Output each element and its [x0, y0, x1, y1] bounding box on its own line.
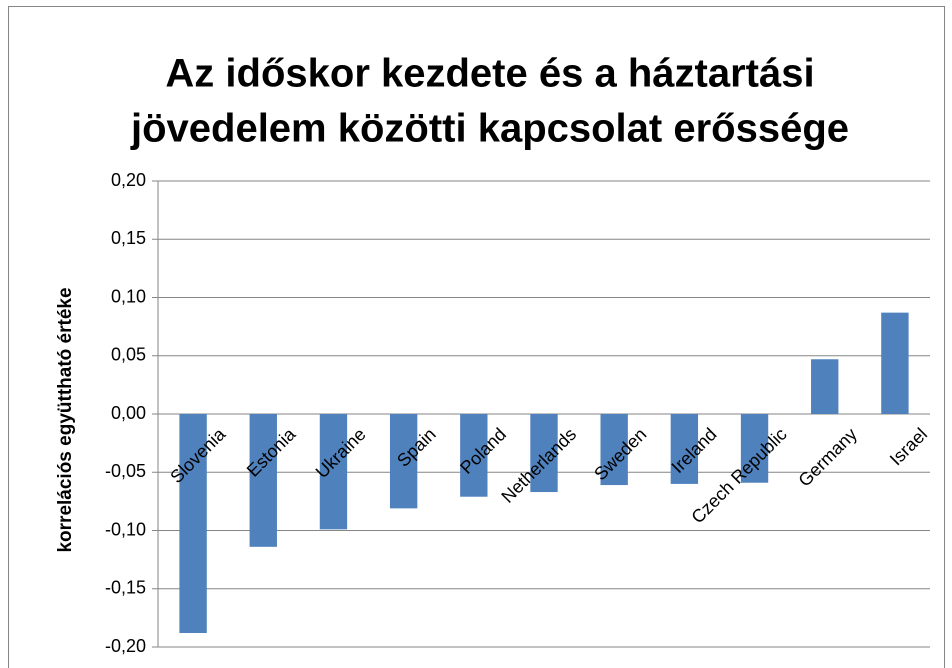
y-tick-label: -0,05 — [105, 461, 146, 481]
y-tick-label: 0,10 — [111, 286, 146, 306]
bar — [530, 414, 558, 493]
chart-title: jövedelem közötti kapcsolat erőssége — [130, 107, 849, 151]
y-tick-label: 0,05 — [111, 345, 146, 365]
y-tick-label: -0,20 — [105, 636, 146, 656]
bar — [740, 414, 769, 483]
bar — [811, 359, 839, 414]
bar — [389, 414, 418, 509]
chart-border — [8, 6, 945, 668]
bar — [600, 414, 628, 486]
y-tick-label: -0,10 — [105, 519, 146, 539]
bar — [881, 312, 909, 414]
chart-title: Az időskor kezdete és a háztartási — [165, 52, 814, 96]
bar — [670, 414, 699, 484]
y-axis-label: korrelációs együttható értéke — [55, 287, 76, 552]
bar — [460, 414, 488, 497]
bar — [249, 414, 277, 547]
bar — [319, 414, 348, 530]
y-tick-label: -0,15 — [105, 578, 146, 598]
y-tick-label: 0,00 — [111, 403, 146, 423]
y-tick-label: 0,20 — [111, 170, 146, 190]
y-tick-label: 0,15 — [111, 228, 146, 248]
bar — [179, 414, 207, 634]
